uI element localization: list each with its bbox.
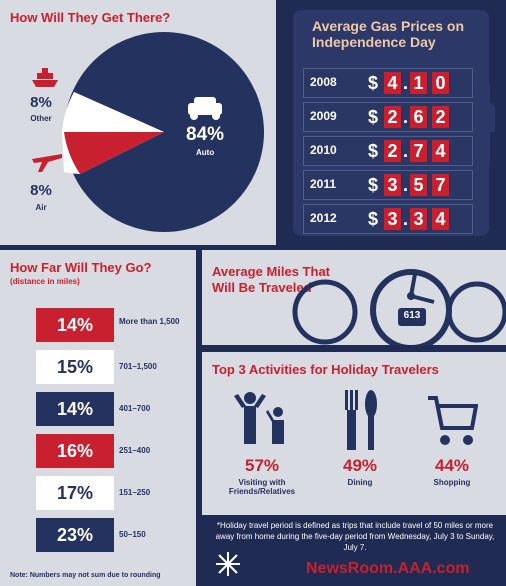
fork-knife-icon [345,390,377,450]
gas-row-2011: 2011 $ 3 . 5 7 [303,170,473,200]
distance-seg-6: 23% [36,518,114,552]
distance-range-2: 701–1,500 [119,362,157,371]
speedometer-icon [292,269,506,345]
activity-pct-2: 49% [342,456,378,475]
air-label: Air [35,203,47,212]
miles-value: 613 [403,310,421,321]
gas-row-2008: 2008 $ 4 . 1 0 [303,68,473,98]
distance-note: Note: Numbers may not sum due to roundin… [10,572,161,579]
travel-pie-chart [62,32,264,232]
distance-seg-5: 17% [36,476,114,510]
distance-seg-3: 14% [36,392,114,426]
fuel-nozzle-icon [464,71,495,179]
travel-title: How Will They Get There? [10,10,171,25]
distance-title: How Far Will They Go? [10,260,152,275]
gas-row-2012: 2012 $ 3 . 3 4 [303,204,473,234]
snowflake-icon [216,552,240,576]
gas-title: Average Gas Prices on Independence Day [312,18,465,50]
activity-pct-3: 44% [434,456,470,475]
pie-air-red-slice [64,132,164,174]
distance-range-6: 50–150 [119,530,146,539]
gas-row-2010: 2010 $ 2 . 7 4 [303,136,473,166]
distance-range-3: 401–700 [119,404,151,413]
footnote: *Holiday travel period is defined as tri… [215,521,495,552]
activity-label-3: Shopping [433,478,471,487]
distance-seg-1: 14% [36,308,114,342]
ship-icon [32,68,58,87]
auto-label: Auto [196,148,215,157]
distance-seg-2: 15% [36,350,114,384]
people-icon [234,392,284,444]
auto-percent: 84% [186,124,225,145]
air-percent: 8% [30,182,52,199]
distance-range-4: 251–400 [119,446,151,455]
other-percent: 8% [30,94,52,111]
brand-link[interactable]: NewsRoom.AAA.com [306,560,470,577]
distance-subtitle: (distance in miles) [10,277,80,286]
activities-panel: Top 3 Activities for Holiday Travelers [202,352,506,515]
other-label: Other [30,114,52,123]
travel-panel: How Will They Get There? 8% Other [0,0,276,245]
distance-panel: How Far Will They Go? (distance in miles… [0,250,196,586]
distance-range-5: 151–250 [119,488,151,497]
miles-title: Average Miles That Will Be Traveled [212,264,331,295]
activities-title: Top 3 Activities for Holiday Travelers [212,362,439,377]
distance-seg-4: 16% [36,434,114,468]
gas-price-digit: 4 [384,72,401,94]
gas-row-2009: 2009 $ 2 . 6 2 [303,102,473,132]
miles-panel: Average Miles That Will Be Traveled 613 [202,250,506,345]
activity-pct-1: 57% [244,456,280,475]
activity-label-1: Visiting with Friends/Relatives [228,478,296,496]
distance-range-1: More than 1,500 [119,317,180,326]
car-icon [188,97,222,120]
activity-label-2: Dining [347,478,373,487]
plane-icon [32,154,62,172]
shopping-cart-icon [428,396,478,445]
